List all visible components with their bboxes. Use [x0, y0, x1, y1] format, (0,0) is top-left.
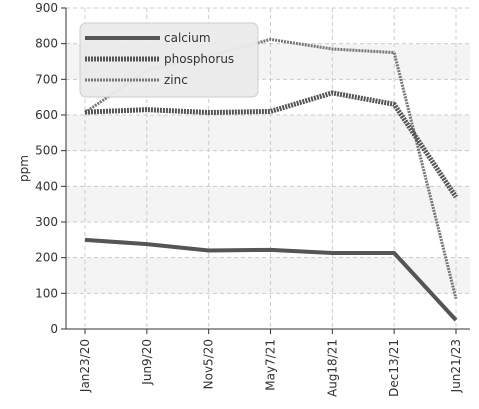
- y-tick-label: 600: [35, 108, 58, 122]
- series-line-phosphorus: [84, 90, 459, 199]
- grid-lines: [66, 7, 470, 329]
- background-band: [66, 115, 470, 151]
- x-tick-label: Dec13/21: [387, 339, 401, 397]
- legend-label-calcium: calcium: [164, 31, 211, 45]
- y-axis-label: ppm: [17, 155, 31, 182]
- legend: calcium phosphorus zinc: [79, 22, 259, 98]
- y-tick-label: 200: [35, 251, 58, 265]
- background-band: [66, 257, 470, 294]
- x-tick-label: May7/21: [264, 339, 278, 391]
- x-axis-ticks: Jan23/20 Jun9/20 Nov5/20 May7/21 Aug18/21 Dec…: [78, 329, 463, 397]
- x-tick-label: Nov5/20: [202, 339, 216, 389]
- x-tick-label: Jan23/20: [78, 339, 92, 393]
- y-tick-label: 500: [35, 144, 58, 158]
- y-axis-ticks: 0 100 200 300 400 500 600 700 800 900: [35, 1, 66, 336]
- legend-label-phosphorus: phosphorus: [164, 52, 234, 66]
- y-tick-label: 0: [50, 322, 58, 336]
- y-tick-label: 900: [35, 1, 58, 15]
- x-tick-label: Jun21/23: [449, 339, 463, 393]
- series-lines: [84, 37, 459, 322]
- legend-label-zinc: zinc: [164, 73, 188, 87]
- series-line-zinc: [84, 37, 458, 300]
- series-line-calcium: [84, 237, 458, 322]
- y-tick-label: 700: [35, 72, 58, 86]
- y-tick-label: 800: [35, 37, 58, 51]
- y-tick-label: 400: [35, 179, 58, 193]
- y-tick-label: 300: [35, 215, 58, 229]
- background-band: [66, 186, 470, 222]
- x-tick-label: Aug18/21: [325, 339, 339, 397]
- x-tick-label: Jun9/20: [140, 339, 154, 386]
- axes: [65, 8, 470, 330]
- y-tick-label: 100: [35, 286, 58, 300]
